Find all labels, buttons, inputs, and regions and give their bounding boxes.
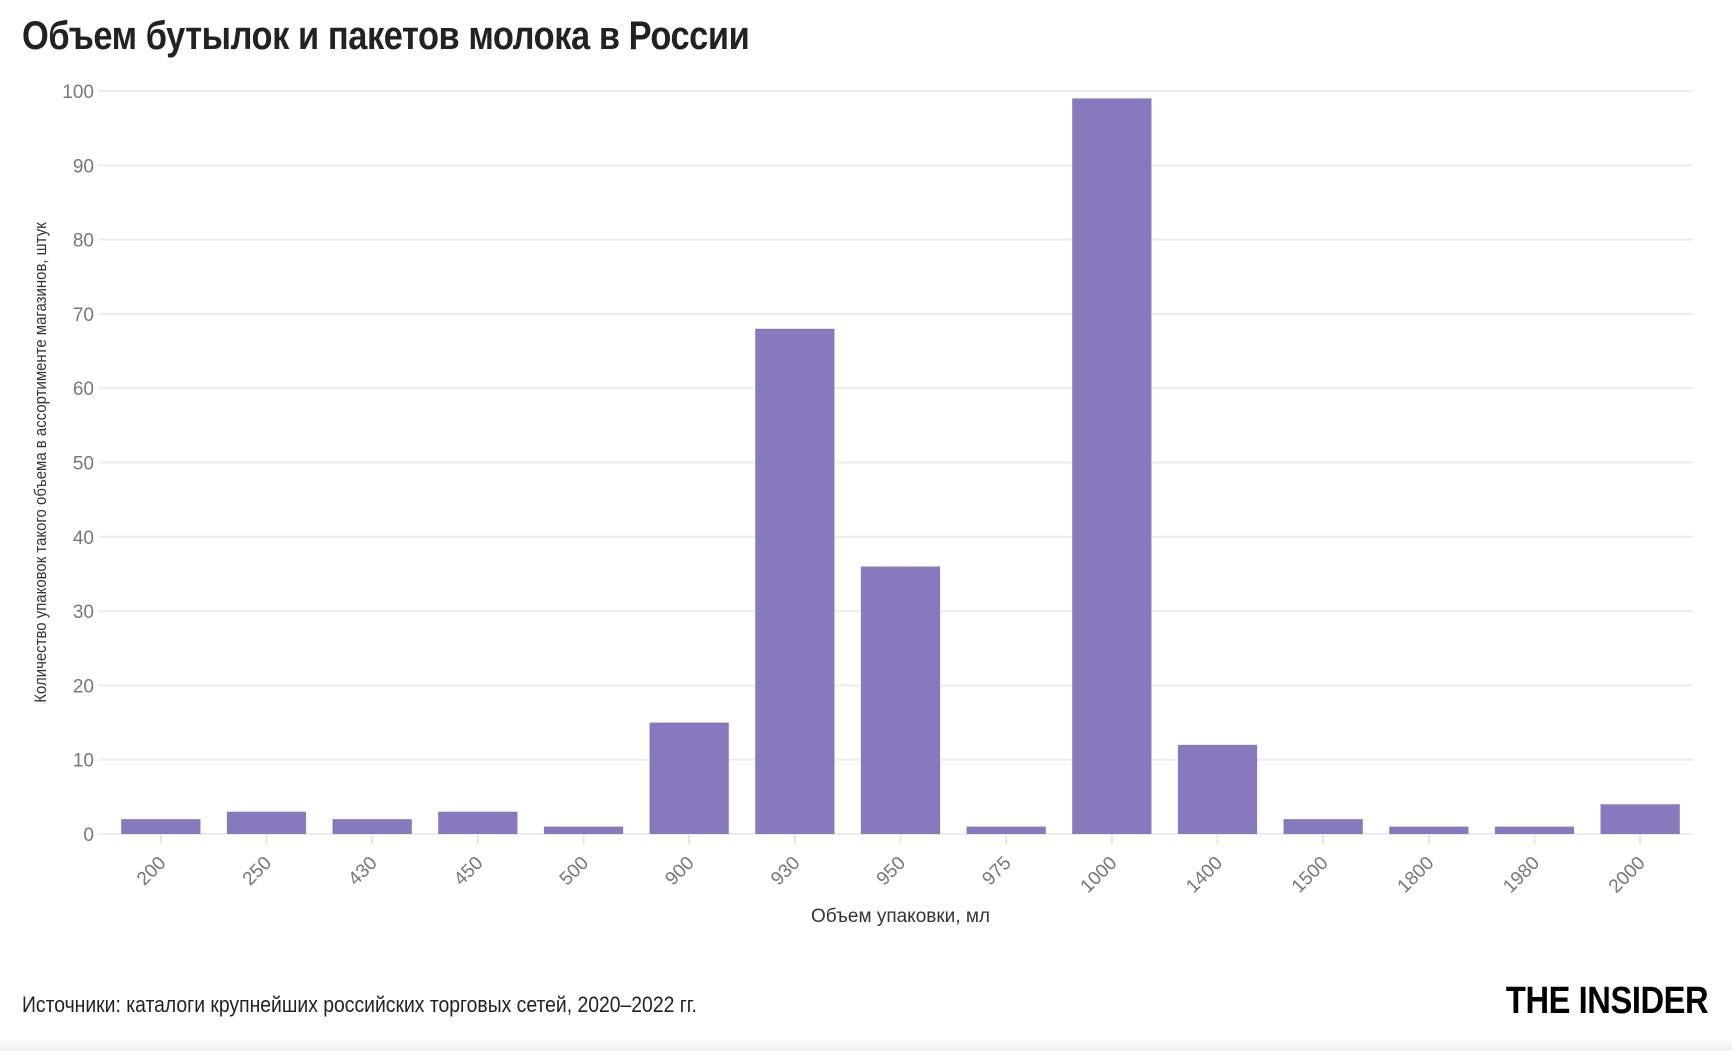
- x-tick-label: 1400: [1182, 853, 1227, 898]
- bar-1980: [1494, 826, 1575, 834]
- bottom-strip: [0, 1040, 1732, 1051]
- bar-1000: [1072, 98, 1152, 835]
- chart-title: Объем бутылок и пакетов молока в России: [22, 14, 750, 58]
- x-tick-label: 1000: [1077, 853, 1122, 898]
- x-tick-label: 450: [450, 853, 487, 890]
- bar-250: [226, 811, 307, 834]
- bar-930: [755, 328, 835, 834]
- x-tick-label: 2000: [1605, 853, 1650, 898]
- bar-1800: [1389, 826, 1469, 834]
- y-tick-label: 100: [62, 82, 94, 103]
- x-tick-label: 250: [239, 853, 276, 890]
- bar-1500: [1283, 819, 1363, 834]
- bar-1400: [1177, 744, 1258, 834]
- y-tick-label: 80: [73, 231, 94, 252]
- bar-900: [649, 722, 729, 834]
- x-tick-label: 500: [556, 853, 593, 890]
- source-note: Источники: каталоги крупнейших российски…: [22, 992, 697, 1017]
- x-axis-title: Объем упаковки, мл: [811, 906, 990, 927]
- x-axis-ticks: 200 250 430 450 500 900 930 950 975 1000 1400 1500 1…: [133, 834, 1650, 897]
- y-tick-label: 20: [73, 676, 94, 697]
- bar-975: [966, 826, 1046, 834]
- x-tick-label: 430: [344, 853, 381, 890]
- y-tick-label: 0: [83, 825, 94, 846]
- y-tick-label: 10: [73, 751, 94, 772]
- bar-chart: 0 10 20 30 40 50 60 70 80 90 100 200 250 430 450 500 90…: [32, 82, 1693, 927]
- bar-450: [438, 811, 518, 834]
- bars: [121, 98, 1680, 835]
- y-axis-ticks: 0 10 20 30 40 50 60 70 80 90 100: [62, 82, 94, 846]
- bar-500: [543, 826, 624, 834]
- x-tick-label: 1800: [1394, 853, 1439, 898]
- y-tick-label: 60: [73, 379, 94, 400]
- y-tick-label: 50: [73, 454, 94, 475]
- bar-950: [860, 566, 941, 834]
- bar-200: [121, 819, 201, 834]
- x-tick-label: 950: [873, 853, 910, 890]
- logo: THE INSIDER: [1505, 980, 1709, 1022]
- y-axis-title: Количество упаковок такого объема в ассо…: [32, 221, 50, 702]
- x-tick-label: 200: [133, 853, 170, 890]
- x-tick-label: 1500: [1288, 853, 1333, 898]
- x-tick-label: 900: [661, 853, 698, 890]
- x-tick-label: 975: [978, 853, 1015, 890]
- y-tick-label: 90: [73, 156, 94, 177]
- y-tick-label: 70: [73, 305, 94, 326]
- y-tick-label: 40: [73, 528, 94, 549]
- x-tick-label: 1980: [1499, 853, 1544, 898]
- bar-2000: [1600, 804, 1680, 834]
- x-tick-label: 930: [767, 853, 804, 890]
- y-tick-label: 30: [73, 602, 94, 623]
- bar-430: [332, 819, 412, 834]
